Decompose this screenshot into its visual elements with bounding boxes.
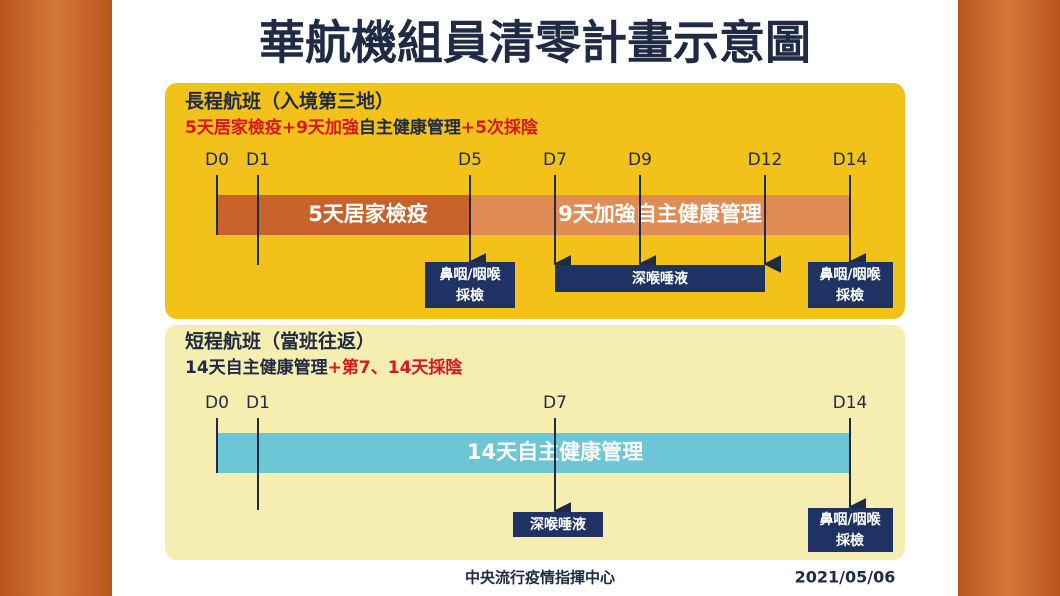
subtitle-part: +5次採陰 — [461, 117, 539, 138]
side-left — [0, 0, 112, 596]
panel-subtitle: 5天居家檢疫+9天加強自主健康管理+5次採陰 — [185, 117, 539, 138]
day-label: D0 — [205, 393, 229, 413]
day-label: D14 — [833, 393, 868, 413]
test-label: 採檢 — [836, 287, 864, 304]
day-label: D0 — [205, 150, 229, 170]
side-right — [958, 0, 1060, 596]
subtitle-part: +9天加強 — [282, 117, 359, 138]
subtitle-part: 5天居家檢疫 — [185, 117, 282, 138]
test-box — [555, 265, 765, 292]
day-label: D5 — [458, 150, 482, 170]
footer-source: 中央流行疫情指揮中心 — [465, 569, 615, 587]
bar-label: 9天加強自主健康管理 — [558, 202, 762, 226]
subtitle-part: 14天自主健康管理 — [185, 357, 328, 378]
day-label: D7 — [543, 393, 567, 413]
day-label: D9 — [628, 150, 652, 170]
test-label: 採檢 — [836, 532, 864, 549]
test-label: 鼻咽/咽喉 — [819, 511, 881, 528]
day-label: D12 — [748, 150, 783, 170]
day-label: D14 — [833, 150, 868, 170]
test-label: 深喉唾液 — [632, 270, 689, 287]
test-label: 鼻咽/咽喉 — [439, 266, 501, 283]
subtitle-part: +第7、14天採陰 — [328, 357, 464, 378]
test-label: 深喉唾液 — [530, 516, 587, 533]
day-label: D7 — [543, 150, 567, 170]
title: 華航機組員清零計畫示意圖 — [259, 16, 811, 70]
bar-segment — [217, 433, 850, 473]
panel-heading: 長程航班（入境第三地） — [185, 90, 394, 113]
test-box — [513, 512, 603, 537]
day-label: D1 — [246, 150, 270, 170]
panel-heading: 短程航班（當班往返） — [185, 330, 375, 353]
panel-subtitle: 14天自主健康管理+第7、14天採陰 — [185, 357, 463, 378]
bar-label: 5天居家檢疫 — [308, 202, 428, 226]
footer-date: 2021/05/06 — [795, 568, 896, 587]
test-box — [808, 508, 893, 552]
subtitle-part: 自主健康管理 — [359, 117, 461, 138]
test-label: 採檢 — [456, 287, 484, 304]
bar-segment — [470, 195, 850, 235]
test-box — [808, 262, 893, 308]
day-label: D1 — [246, 393, 270, 413]
test-label: 鼻咽/咽喉 — [819, 266, 881, 283]
bar-segment — [217, 195, 470, 235]
test-box — [425, 262, 515, 308]
